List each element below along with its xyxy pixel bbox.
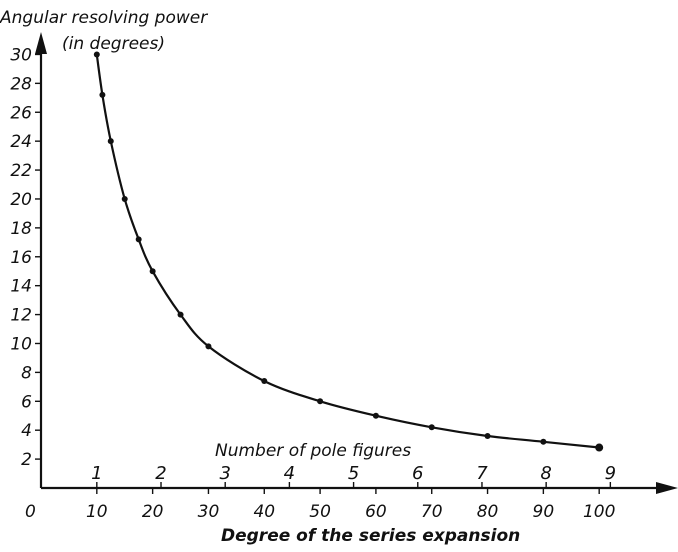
y-tick-label: 26 <box>10 103 32 123</box>
y-tick-label: 22 <box>10 161 32 181</box>
y-tick-label: 28 <box>10 74 32 94</box>
axes <box>35 32 678 494</box>
x-tick-label: 60 <box>365 502 387 522</box>
y-tick-label: 16 <box>10 248 32 268</box>
y-tick-label: 8 <box>21 363 32 383</box>
data-point <box>261 378 268 385</box>
secondary-axis-title: Number of pole figures <box>215 441 411 461</box>
data-point <box>135 236 142 243</box>
data-point <box>484 432 491 439</box>
pole-figure-tick-label: 5 <box>348 463 359 484</box>
data-point <box>317 398 324 405</box>
y-tick-label: 24 <box>10 132 32 152</box>
y-tick-label: 30 <box>10 45 32 65</box>
y-tick-label: 18 <box>10 219 32 239</box>
origin-label: 0 <box>25 502 36 522</box>
pole-figure-tick-label: 9 <box>605 463 616 484</box>
y-tick-label: 6 <box>21 392 32 412</box>
x-tick-label: 80 <box>477 502 499 522</box>
data-point <box>372 412 379 419</box>
data-point <box>205 343 212 350</box>
y-tick-label: 4 <box>21 421 32 441</box>
pole-figure-tick-label: 7 <box>476 463 488 484</box>
data-point <box>93 51 100 58</box>
x-tick-label: 10 <box>86 502 108 522</box>
y-tick-label: 12 <box>10 306 32 326</box>
data-point <box>149 268 156 275</box>
pole-figure-tick-label: 4 <box>284 463 295 484</box>
pole-figure-tick-label: 2 <box>155 463 166 484</box>
x-tick-label: 30 <box>198 502 220 522</box>
y-axis-title-line1: Angular resolving power <box>0 8 208 28</box>
x-ticks: 10 20 30 40 50 60 70 80 90 100 <box>86 488 615 522</box>
y-tick-label: 14 <box>10 277 32 297</box>
pole-figure-tick-label: 6 <box>412 463 423 484</box>
x-tick-label: 100 <box>583 502 615 522</box>
x-tick-label: 70 <box>421 502 443 522</box>
data-points <box>93 51 604 452</box>
series-curve <box>95 54 600 449</box>
pole-figure-tick-label: 8 <box>540 463 551 484</box>
data-point <box>99 91 106 98</box>
x-tick-label: 20 <box>142 502 164 522</box>
pole-figure-ticks: 1 2 3 4 5 6 7 8 9 <box>91 463 616 488</box>
data-point <box>595 443 604 452</box>
pole-figure-tick-label: 1 <box>91 463 102 484</box>
y-axis-arrow <box>35 32 47 54</box>
data-point <box>177 311 184 318</box>
pole-figure-tick-label: 3 <box>219 463 230 484</box>
y-axis-title-line2: (in degrees) <box>62 34 165 54</box>
x-axis-arrow <box>656 482 678 494</box>
y-tick-label: 10 <box>10 334 32 354</box>
x-tick-label: 40 <box>253 502 275 522</box>
data-point <box>121 195 128 202</box>
y-tick-label: 2 <box>21 450 32 470</box>
data-point <box>428 424 435 431</box>
x-tick-label: 90 <box>533 502 555 522</box>
data-point <box>107 138 114 145</box>
y-tick-label: 20 <box>10 190 32 210</box>
data-point <box>540 438 547 445</box>
x-axis-title: Degree of the series expansion <box>221 526 520 546</box>
x-tick-label: 50 <box>309 502 331 522</box>
